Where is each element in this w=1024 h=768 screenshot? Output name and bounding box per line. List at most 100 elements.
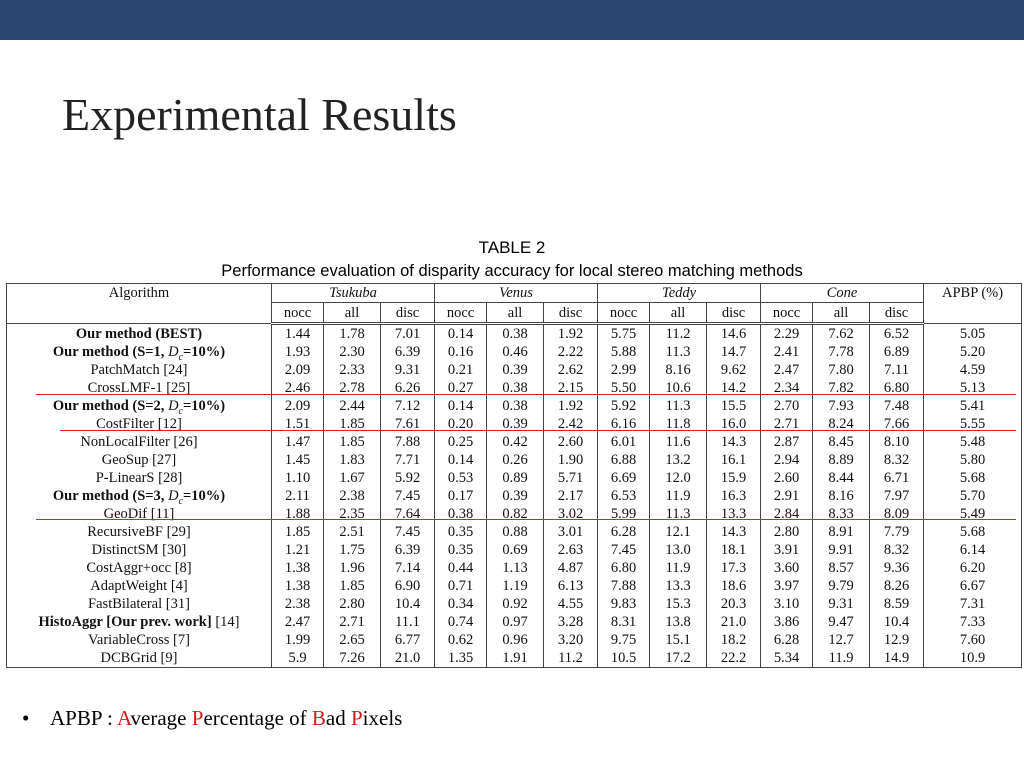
value-cell: 1.38	[271, 577, 324, 595]
value-cell: 1.13	[486, 559, 544, 577]
value-cell: 1.78	[323, 323, 381, 343]
value-cell: 6.89	[869, 343, 924, 361]
value-cell: 2.71	[323, 613, 381, 631]
value-cell: 13.3	[706, 505, 761, 523]
subheader-cell: disc	[543, 302, 598, 325]
value-cell: 0.21	[434, 361, 487, 379]
algorithm-name: P-LinearS [28]	[6, 469, 272, 487]
value-cell: 2.30	[323, 343, 381, 361]
value-cell: 9.62	[706, 361, 761, 379]
subheader-cell: all	[323, 302, 381, 325]
apbp-cell: 5.05	[923, 323, 1023, 343]
value-cell: 0.20	[434, 415, 487, 433]
algorithm-name: Our method (S=2, Dc=10%)	[6, 397, 272, 415]
value-cell: 3.91	[760, 541, 813, 559]
value-cell: 5.9	[271, 649, 324, 668]
apbp-cell: 5.68	[923, 523, 1023, 541]
table-caption-title: Performance evaluation of disparity accu…	[221, 262, 803, 280]
table-row: Our method (S=3, Dc=10%) 2.11 2.38 7.45 0.17…	[6, 487, 1023, 505]
value-cell: 14.3	[706, 523, 761, 541]
value-cell: 6.88	[597, 451, 650, 469]
value-cell: 5.50	[597, 379, 650, 397]
apbp-cell: 5.68	[923, 469, 1023, 487]
value-cell: 0.39	[486, 487, 544, 505]
value-cell: 3.02	[543, 505, 598, 523]
algorithm-name: Our method (S=1, Dc=10%)	[6, 343, 272, 361]
value-cell: 0.97	[486, 613, 544, 631]
value-cell: 2.87	[760, 433, 813, 451]
value-cell: 0.46	[486, 343, 544, 361]
value-cell: 8.10	[869, 433, 924, 451]
value-cell: 7.97	[869, 487, 924, 505]
value-cell: 2.29	[760, 323, 813, 343]
value-cell: 0.25	[434, 433, 487, 451]
value-cell: 0.38	[486, 379, 544, 397]
value-cell: 1.35	[434, 649, 487, 668]
value-cell: 3.28	[543, 613, 598, 631]
value-cell: 15.5	[706, 397, 761, 415]
value-cell: 9.36	[869, 559, 924, 577]
value-cell: 13.3	[649, 577, 707, 595]
apbp-definition: • APBP : Average Percentage of Bad Pixels	[22, 706, 403, 730]
value-cell: 7.79	[869, 523, 924, 541]
value-cell: 14.9	[869, 649, 924, 668]
value-cell: 11.9	[812, 649, 870, 668]
value-cell: 6.39	[379, 541, 435, 559]
value-cell: 0.92	[486, 595, 544, 613]
value-cell: 3.97	[760, 577, 813, 595]
value-cell: 5.75	[597, 323, 650, 343]
table-row: DCBGrid [9] 5.9 7.26 21.0 1.35 1.91 11.2 10.5 17…	[6, 649, 1023, 668]
value-cell: 16.3	[706, 487, 761, 505]
value-cell: 1.10	[271, 469, 324, 487]
apbp-cell: 5.55	[923, 415, 1023, 433]
value-cell: 9.75	[597, 631, 650, 649]
apbp-cell: 5.13	[923, 379, 1023, 397]
value-cell: 3.01	[543, 523, 598, 541]
value-cell: 18.2	[706, 631, 761, 649]
value-cell: 17.2	[649, 649, 707, 668]
algorithm-name: PatchMatch [24]	[6, 361, 272, 379]
value-cell: 14.2	[706, 379, 761, 397]
value-cell: 1.44	[271, 323, 324, 343]
value-cell: 0.26	[486, 451, 544, 469]
table-row: AdaptWeight [4] 1.38 1.85 6.90 0.71 1.19 6.13 7…	[6, 577, 1023, 595]
results-table: Algorithm Tsukuba Venus Teddy Cone APBP …	[6, 283, 1023, 668]
value-cell: 6.90	[379, 577, 435, 595]
value-cell: 0.39	[486, 415, 544, 433]
apbp-cell: 5.70	[923, 487, 1023, 505]
apbp-cell: 5.20	[923, 343, 1023, 361]
value-cell: 2.41	[760, 343, 813, 361]
value-cell: 12.1	[649, 523, 707, 541]
highlight-line	[60, 430, 1016, 431]
value-cell: 5.99	[597, 505, 650, 523]
value-cell: 2.91	[760, 487, 813, 505]
value-cell: 1.83	[323, 451, 381, 469]
value-cell: 3.86	[760, 613, 813, 631]
value-cell: 12.0	[649, 469, 707, 487]
value-cell: 8.16	[812, 487, 870, 505]
subheader-cell: all	[486, 302, 544, 325]
value-cell: 15.1	[649, 631, 707, 649]
table-row: P-LinearS [28] 1.10 1.67 5.92 0.53 0.89 5.71 6.…	[6, 469, 1023, 487]
apbp-cell: 10.9	[923, 649, 1023, 668]
value-cell: 7.26	[323, 649, 381, 668]
subheader-cell: nocc	[597, 302, 650, 325]
value-cell: 2.35	[323, 505, 381, 523]
value-cell: 6.71	[869, 469, 924, 487]
value-cell: 6.28	[597, 523, 650, 541]
subheader-cell: disc	[379, 302, 435, 325]
apbp-cell: 4.59	[923, 361, 1023, 379]
value-cell: 1.38	[271, 559, 324, 577]
table-row: Our method (S=1, Dc=10%) 1.93 2.30 6.39 0.16…	[6, 343, 1023, 361]
value-cell: 0.44	[434, 559, 487, 577]
subheader-cell: disc	[706, 302, 761, 325]
value-cell: 8.59	[869, 595, 924, 613]
value-cell: 2.84	[760, 505, 813, 523]
value-cell: 7.14	[379, 559, 435, 577]
apbp-cell: 5.80	[923, 451, 1023, 469]
value-cell: 0.35	[434, 541, 487, 559]
algorithm-name: DCBGrid [9]	[6, 649, 272, 668]
value-cell: 6.52	[869, 323, 924, 343]
algorithm-header: Algorithm	[6, 283, 272, 324]
value-cell: 6.01	[597, 433, 650, 451]
